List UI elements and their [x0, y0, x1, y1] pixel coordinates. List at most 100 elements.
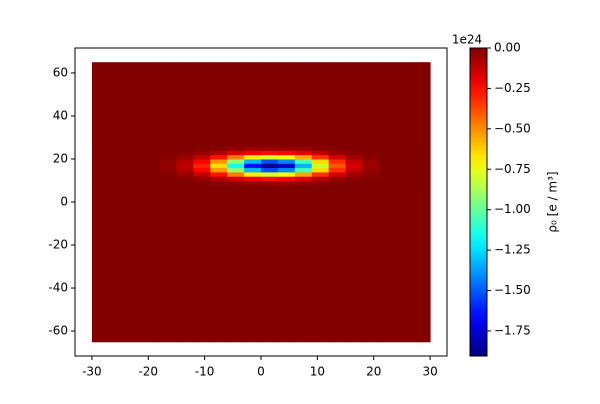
heat-cell — [159, 176, 177, 181]
heat-cell — [311, 62, 330, 147]
heat-cell — [210, 176, 228, 181]
heat-cell — [91, 180, 161, 186]
heat-cell — [193, 154, 211, 160]
heat-cell — [210, 180, 228, 186]
heat-cell — [91, 154, 161, 160]
heat-cell — [91, 146, 161, 151]
heat-cell — [345, 180, 363, 186]
heat-cell — [244, 62, 262, 147]
heat-cell — [210, 62, 228, 147]
heat-cell — [261, 167, 279, 173]
heat-cell — [328, 150, 347, 156]
heat-cell — [294, 171, 313, 177]
heat-cell — [261, 150, 279, 156]
heat-cell — [210, 167, 228, 173]
x-tick-label: 0 — [257, 365, 265, 379]
heat-cell — [294, 146, 313, 151]
heat-cell — [261, 154, 279, 160]
heat-cell — [362, 154, 380, 160]
heat-cell — [362, 176, 380, 181]
heat-cell — [379, 167, 431, 173]
heat-cell — [345, 184, 363, 343]
heat-cell — [176, 184, 194, 343]
heat-cell — [227, 158, 245, 164]
heat-cell — [362, 163, 380, 169]
heat-cell — [193, 146, 211, 151]
heat-cell — [193, 171, 211, 177]
heat-cell — [244, 180, 262, 186]
heat-cell — [91, 171, 161, 177]
heat-cell — [362, 158, 380, 164]
heat-cell — [159, 184, 177, 343]
heat-cell — [379, 150, 431, 156]
heat-cell — [311, 163, 330, 169]
heat-cell — [294, 158, 313, 164]
heat-cell — [91, 150, 161, 156]
heat-cell — [227, 176, 245, 181]
heat-cell — [210, 154, 228, 160]
x-tick-label: -20 — [138, 365, 158, 379]
heat-cell — [193, 167, 211, 173]
heat-cell — [244, 184, 262, 343]
heat-cell — [210, 146, 228, 151]
heat-cell — [193, 180, 211, 186]
heat-cell — [294, 150, 313, 156]
heat-cell — [176, 180, 194, 186]
heat-cell — [193, 158, 211, 164]
heat-cell — [244, 176, 262, 181]
heat-cell — [345, 150, 363, 156]
heat-cell — [311, 180, 330, 186]
heat-cell — [277, 158, 296, 164]
heat-cell — [227, 167, 245, 173]
heat-cell — [261, 171, 279, 177]
heat-cell — [176, 163, 194, 169]
heat-cell — [261, 158, 279, 164]
x-tick-label: -30 — [82, 365, 102, 379]
heat-cell — [277, 171, 296, 177]
heat-cell — [294, 154, 313, 160]
heat-cell — [328, 146, 347, 151]
colorbar-tick-label: 0.00 — [494, 41, 521, 55]
heat-cell — [362, 184, 380, 343]
heat-cell — [311, 158, 330, 164]
heat-cell — [210, 158, 228, 164]
heat-cell — [244, 146, 262, 151]
y-tick-label: -20 — [48, 238, 68, 252]
heat-cell — [227, 146, 245, 151]
heat-cell — [261, 184, 279, 343]
heat-cell — [176, 154, 194, 160]
heat-cell — [294, 163, 313, 169]
heat-cell — [91, 62, 161, 147]
heat-cell — [244, 154, 262, 160]
heat-cell — [244, 158, 262, 164]
heat-cell — [176, 150, 194, 156]
heat-cell — [159, 163, 177, 169]
heat-cell — [362, 62, 380, 147]
heat-cell — [345, 171, 363, 177]
heat-cell — [345, 163, 363, 169]
heat-cell — [244, 163, 262, 169]
heat-cell — [311, 146, 330, 151]
heat-cell — [176, 158, 194, 164]
heat-cell — [311, 184, 330, 343]
heat-cell — [159, 167, 177, 173]
heat-cell — [328, 158, 347, 164]
heat-cell — [159, 158, 177, 164]
heat-cell — [244, 150, 262, 156]
heat-cell — [328, 176, 347, 181]
heat-cell — [91, 167, 161, 173]
colorbar-tick-label: −1.00 — [494, 202, 531, 216]
heat-cell — [328, 184, 347, 343]
heat-cell — [345, 154, 363, 160]
y-tick-label: 60 — [53, 65, 68, 79]
heat-cell — [362, 146, 380, 151]
heat-cell — [261, 163, 279, 169]
heat-cell — [193, 150, 211, 156]
heat-cell — [277, 180, 296, 186]
heat-cell — [277, 146, 296, 151]
heat-cell — [362, 171, 380, 177]
heat-cell — [176, 146, 194, 151]
heat-cell — [227, 163, 245, 169]
heat-cell — [210, 184, 228, 343]
